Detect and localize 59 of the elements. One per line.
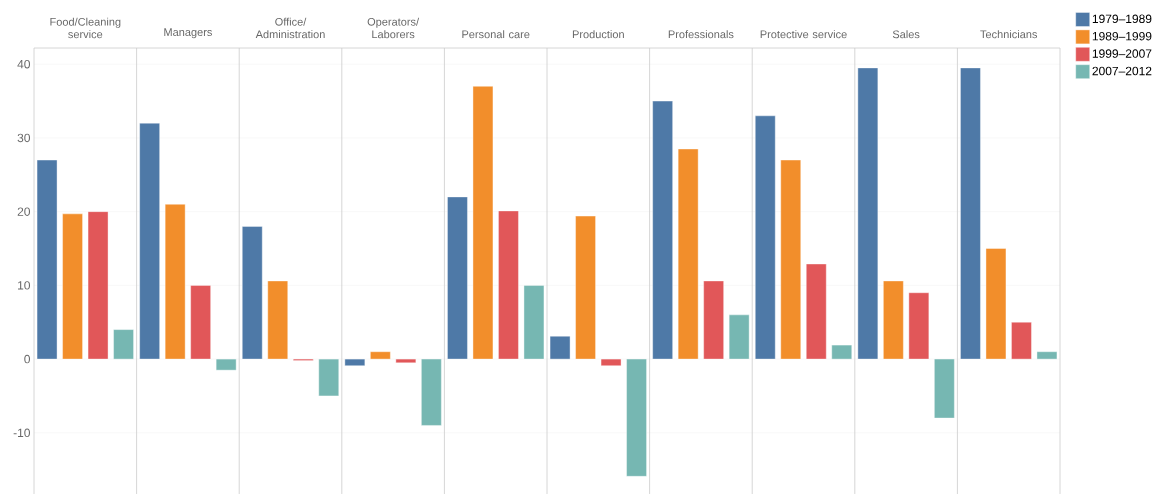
bar xyxy=(344,358,366,366)
bar xyxy=(883,280,904,360)
bar xyxy=(626,358,647,477)
bar xyxy=(652,100,673,360)
bar xyxy=(190,285,211,360)
bar xyxy=(164,203,186,360)
y-tick-label: 0 xyxy=(24,354,31,364)
bar xyxy=(908,292,930,360)
bar xyxy=(549,335,571,360)
bar xyxy=(780,159,801,360)
bar xyxy=(318,358,339,397)
x-tick-label: Professionals xyxy=(668,30,734,39)
bar xyxy=(1036,351,1058,360)
legend-label: 1999–2007 xyxy=(1092,49,1152,58)
x-tick-label: Office/Administration xyxy=(255,17,325,39)
legend-label: 1989–1999 xyxy=(1092,31,1152,41)
x-tick-label: Production xyxy=(572,30,624,39)
y-tick-label: 20 xyxy=(17,207,31,216)
bar xyxy=(831,344,852,360)
bar xyxy=(960,67,981,360)
bar xyxy=(677,148,699,360)
y-tick-label: 10 xyxy=(18,281,31,290)
bar xyxy=(36,159,58,360)
legend-label: 2007–2012 xyxy=(1092,66,1152,76)
y-tick-label: 40 xyxy=(17,59,31,69)
bar xyxy=(728,314,750,360)
bar xyxy=(1011,321,1032,360)
bar xyxy=(87,211,109,360)
bar xyxy=(934,358,955,419)
bar xyxy=(395,358,417,363)
bar xyxy=(806,263,827,360)
y-tick-label: 30 xyxy=(17,133,31,143)
bar xyxy=(523,285,545,360)
bar xyxy=(600,358,622,366)
x-tick-label: Protective service xyxy=(760,30,847,39)
x-tick-label: Personal care xyxy=(462,30,530,39)
x-tick-label: Food/Cleaning service xyxy=(50,17,121,39)
bar xyxy=(421,358,442,426)
bar xyxy=(139,122,160,360)
x-tick-label: Managers xyxy=(164,28,212,39)
bar xyxy=(703,280,724,360)
legend-label: 1979–1989 xyxy=(1092,14,1152,23)
x-tick-label: Sales xyxy=(892,30,920,39)
bar xyxy=(575,215,596,360)
y-tick-label: -10 xyxy=(13,428,31,437)
bar xyxy=(267,280,288,360)
bar xyxy=(472,86,494,360)
x-tick-label: Technicians xyxy=(980,30,1038,39)
bar xyxy=(498,210,519,360)
bar xyxy=(215,358,237,371)
bar xyxy=(113,329,134,360)
bar xyxy=(62,213,83,360)
bar xyxy=(857,67,879,360)
bar xyxy=(242,226,263,360)
bar xyxy=(447,196,468,360)
bar xyxy=(755,115,776,360)
bar xyxy=(370,351,391,360)
bar xyxy=(985,248,1007,360)
x-tick-label: Operators/Laborers xyxy=(367,17,420,39)
